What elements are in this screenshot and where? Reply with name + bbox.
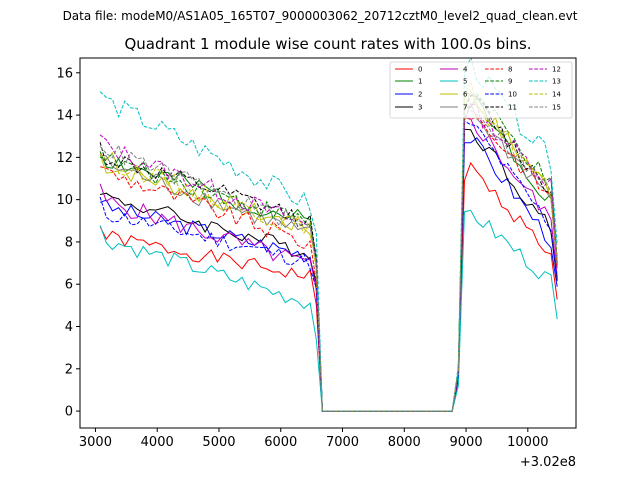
x-tick-label: 9000 [450,435,483,450]
x-tick-label: 3000 [79,435,112,450]
y-tick-label: 4 [65,320,73,335]
y-tick-label: 14 [56,109,73,124]
y-tick-label: 0 [65,405,73,420]
figure-suptitle: Data file: modeM0/AS1A05_165T07_90000030… [63,9,578,23]
y-axis: 0 2 4 6 8 10 12 14 16 [56,66,80,420]
y-tick-label: 6 [65,278,73,293]
x-tick-label: 4000 [141,435,174,450]
legend-label-8: 8 [508,66,512,74]
legend-label-10: 10 [508,91,517,99]
legend-label-11: 11 [508,104,517,112]
y-tick-label: 16 [56,66,73,81]
series-line-13 [99,58,558,412]
x-offset-label: +3.02e8 [520,455,576,470]
legend-frame [389,61,573,119]
legend-label-12: 12 [552,66,561,74]
legend-label-6: 6 [463,91,468,99]
x-tick-label: 6000 [264,435,297,450]
legend-label-14: 14 [552,91,561,99]
legend-label-13: 13 [552,78,561,86]
legend-label-0: 0 [418,66,422,74]
x-tick-label: 7000 [326,435,359,450]
series-layer [99,58,558,412]
x-axis: 3000 4000 5000 6000 7000 8000 9000 10000 [79,428,549,450]
legend-label-5: 5 [463,78,467,86]
y-tick-label: 10 [56,193,73,208]
y-tick-label: 12 [56,151,73,166]
chart-title: Quadrant 1 module wise count rates with … [124,35,531,53]
legend-label-3: 3 [418,104,422,112]
legend-label-7: 7 [463,104,467,112]
x-tick-label: 5000 [202,435,235,450]
x-tick-label: 10000 [507,435,548,450]
y-tick-label: 2 [65,362,73,377]
legend-label-1: 1 [418,78,422,86]
legend-label-4: 4 [463,66,468,74]
plot-frame [79,57,577,429]
y-tick-label: 8 [65,235,73,250]
legend-label-2: 2 [418,91,422,99]
legend-label-15: 15 [552,104,561,112]
x-tick-label: 8000 [388,435,421,450]
legend-label-9: 9 [508,78,512,86]
